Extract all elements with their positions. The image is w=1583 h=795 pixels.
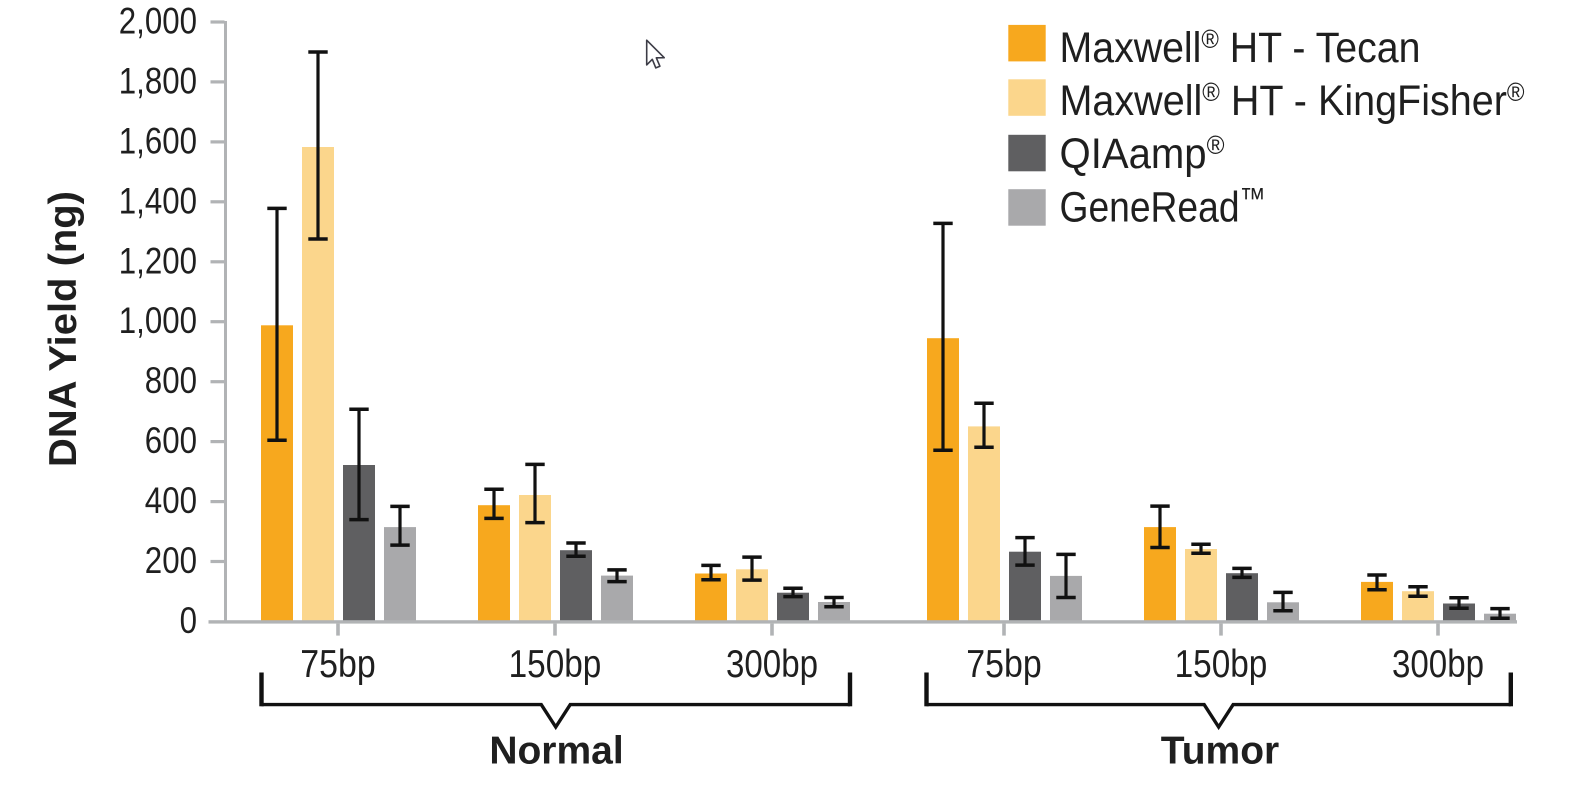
svg-text:1,000: 1,000: [119, 300, 197, 341]
svg-text:400: 400: [145, 480, 197, 521]
svg-text:200: 200: [145, 540, 197, 581]
svg-text:150bp: 150bp: [509, 643, 602, 686]
svg-text:QIAamp®: QIAamp®: [1060, 130, 1225, 178]
svg-text:150bp: 150bp: [1175, 643, 1268, 686]
svg-text:800: 800: [145, 360, 197, 401]
svg-text:300bp: 300bp: [1392, 643, 1484, 686]
svg-text:Tumor: Tumor: [1161, 730, 1279, 773]
svg-text:300bp: 300bp: [726, 643, 818, 686]
svg-text:1,800: 1,800: [119, 60, 197, 101]
svg-text:2,000: 2,000: [119, 1, 197, 42]
svg-text:1,400: 1,400: [119, 180, 197, 221]
svg-text:0: 0: [180, 600, 197, 641]
svg-text:75bp: 75bp: [300, 643, 375, 686]
svg-text:1,600: 1,600: [119, 120, 197, 161]
svg-text:Normal: Normal: [489, 730, 623, 773]
svg-text:600: 600: [145, 420, 197, 461]
svg-text:DNA Yield (ng): DNA Yield (ng): [42, 191, 85, 467]
svg-text:GeneRead™: GeneRead™: [1060, 182, 1266, 231]
svg-text:Maxwell® HT - KingFisher®: Maxwell® HT - KingFisher®: [1060, 77, 1525, 125]
svg-text:75bp: 75bp: [966, 643, 1041, 686]
svg-text:1,200: 1,200: [119, 240, 197, 281]
svg-text:Maxwell® HT - Tecan: Maxwell® HT - Tecan: [1060, 24, 1421, 72]
